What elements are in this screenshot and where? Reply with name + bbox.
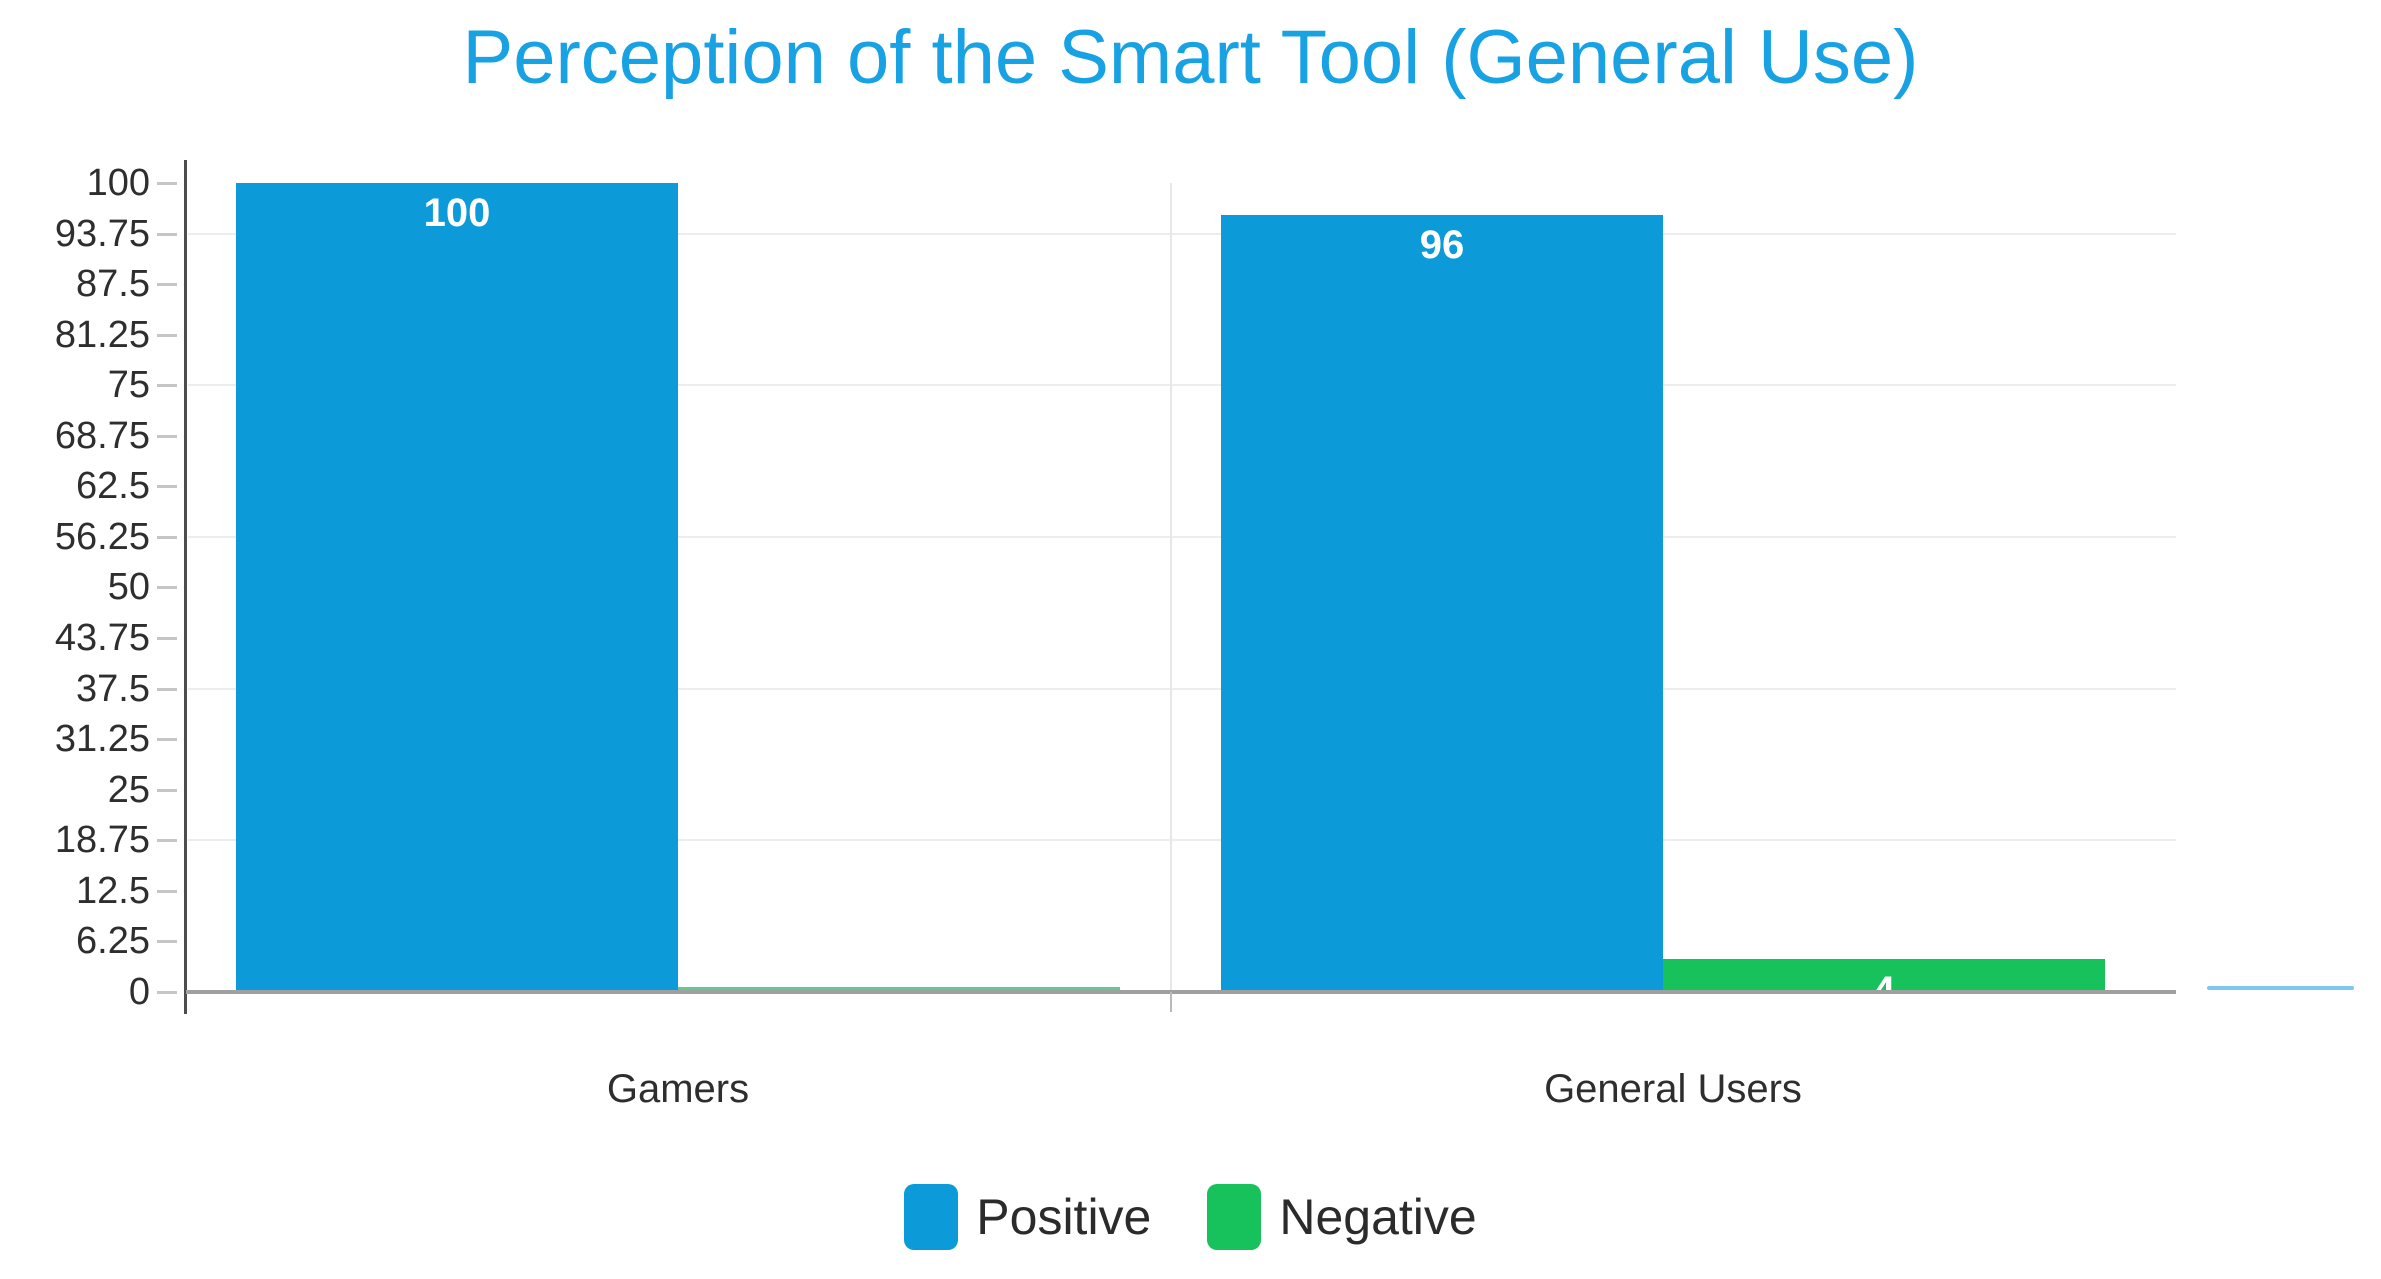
legend-label: Negative xyxy=(1279,1189,1477,1245)
y-tick-label: 68.75 xyxy=(54,415,150,457)
legend-swatch-positive xyxy=(904,1184,959,1250)
y-tick-mark xyxy=(157,586,177,589)
y-tick-label: 56.25 xyxy=(54,516,150,558)
gridline xyxy=(188,839,2176,841)
y-tick-label: 31.25 xyxy=(54,718,150,760)
bar-gamers-positive[interactable]: 100 xyxy=(236,183,678,990)
x-category-label-gamers: Gamers xyxy=(606,1067,750,1111)
y-tick-mark xyxy=(157,384,177,387)
y-tick-label: 87.5 xyxy=(76,263,150,305)
y-tick-label: 18.75 xyxy=(54,819,150,861)
bar-value-label: 100 xyxy=(423,191,491,235)
bar-value-label: 96 xyxy=(1419,223,1465,267)
legend-swatch-negative xyxy=(1207,1184,1262,1250)
gridline xyxy=(188,536,2176,538)
y-tick-label: 25 xyxy=(107,769,150,811)
y-tick-label: 0 xyxy=(128,971,150,1013)
bar-value-label: 4 xyxy=(1663,969,2105,990)
partial-bar-fragment xyxy=(2207,986,2354,990)
gridline xyxy=(188,233,2176,235)
y-tick-mark xyxy=(157,991,177,994)
bar-gamers-negative[interactable] xyxy=(678,987,1120,990)
y-axis-line xyxy=(184,160,187,1014)
bar-general-users-negative[interactable]: 4 xyxy=(1663,959,2105,990)
y-tick-mark xyxy=(157,182,177,185)
y-tick-label: 62.5 xyxy=(76,465,150,507)
y-tick-mark xyxy=(157,839,177,842)
y-tick-mark xyxy=(157,334,177,337)
y-tick-label: 12.5 xyxy=(76,870,150,912)
y-tick-mark xyxy=(157,233,177,236)
y-tick-label: 6.25 xyxy=(76,920,150,962)
y-tick-mark xyxy=(157,940,177,943)
y-tick-mark xyxy=(157,637,177,640)
y-tick-label: 43.75 xyxy=(54,617,150,659)
x-category-label-general-users: General Users xyxy=(1544,1067,1802,1111)
y-tick-label: 100 xyxy=(86,162,150,204)
category-separator-tick xyxy=(1170,992,1172,1012)
y-tick-label: 37.5 xyxy=(76,668,150,710)
x-axis-line xyxy=(186,990,2176,994)
y-tick-mark xyxy=(157,283,177,286)
legend: Positive Negative xyxy=(0,1184,2381,1250)
y-tick-mark xyxy=(157,789,177,792)
legend-item-positive[interactable]: Positive xyxy=(904,1184,1151,1250)
y-tick-mark xyxy=(157,890,177,893)
legend-item-negative[interactable]: Negative xyxy=(1207,1184,1477,1250)
bar-general-users-positive[interactable]: 96 xyxy=(1221,215,1663,990)
y-tick-mark xyxy=(157,688,177,691)
y-tick-mark xyxy=(157,435,177,438)
category-separator-gridline xyxy=(1170,183,1172,990)
y-tick-label: 81.25 xyxy=(54,314,150,356)
y-tick-label: 50 xyxy=(107,566,150,608)
y-tick-mark xyxy=(157,536,177,539)
y-tick-label: 93.75 xyxy=(54,213,150,255)
y-tick-mark xyxy=(157,485,177,488)
gridline xyxy=(188,688,2176,690)
chart-title: Perception of the Smart Tool (General Us… xyxy=(462,15,1919,100)
y-tick-label: 75 xyxy=(107,364,150,406)
y-tick-mark xyxy=(157,738,177,741)
gridline xyxy=(188,384,2176,386)
legend-label: Positive xyxy=(976,1189,1152,1245)
